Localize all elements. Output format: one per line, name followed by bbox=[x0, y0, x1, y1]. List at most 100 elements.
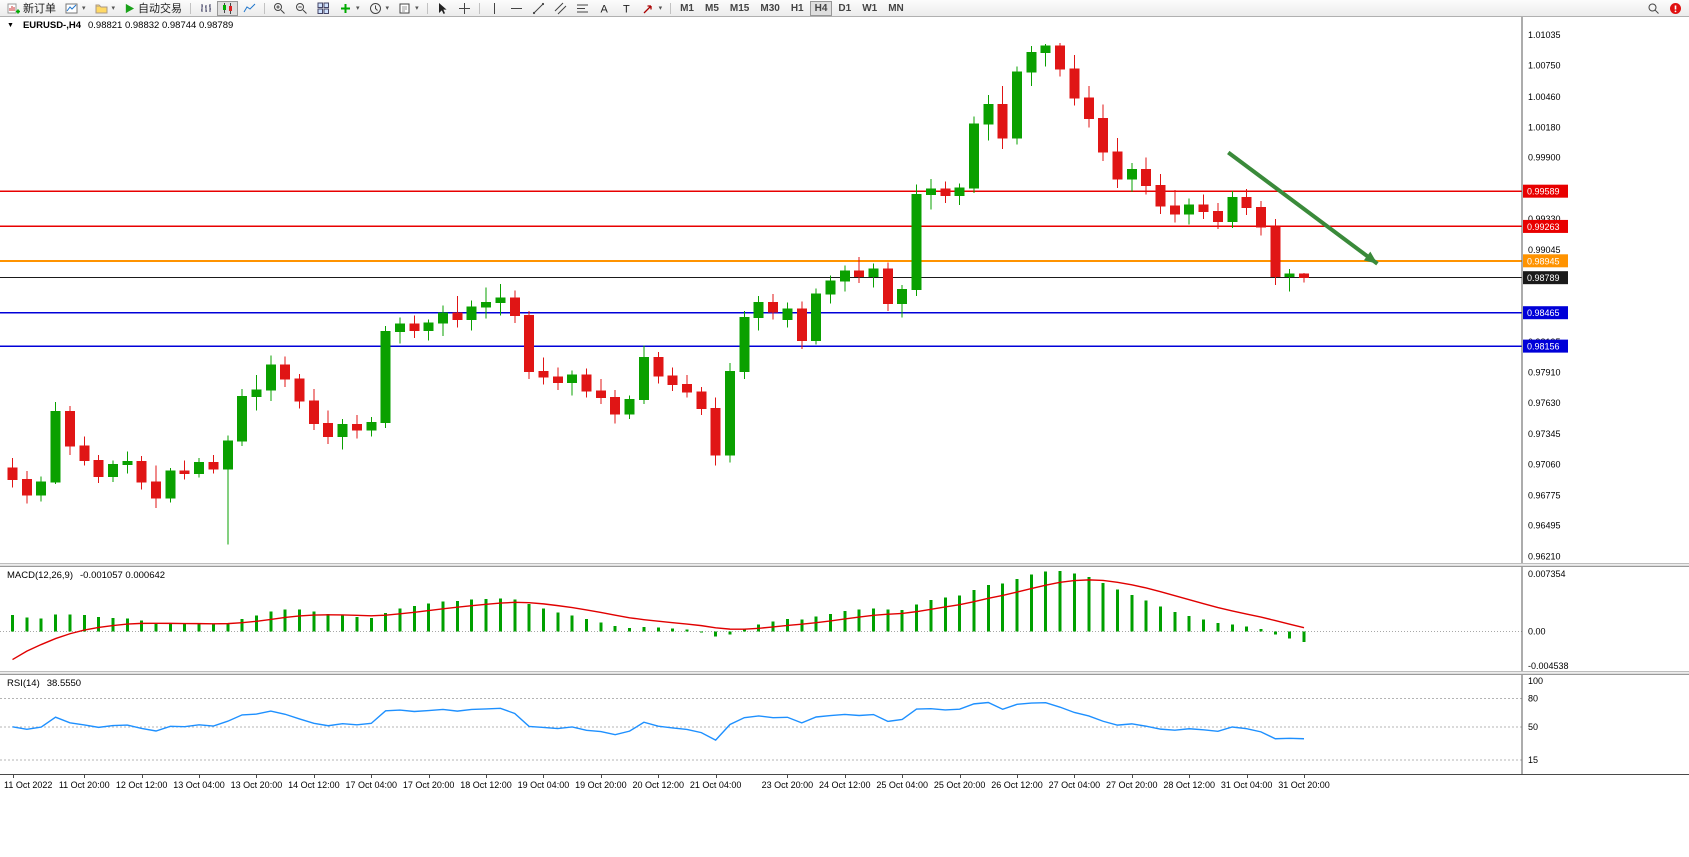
notification-button[interactable] bbox=[1665, 1, 1686, 16]
svg-text:80: 80 bbox=[1528, 694, 1538, 704]
panel-splitter[interactable] bbox=[0, 563, 1689, 567]
svg-text:0.00: 0.00 bbox=[1528, 626, 1546, 636]
search-icon bbox=[1647, 2, 1660, 15]
new-order-button[interactable]: 新订单 bbox=[3, 1, 60, 16]
new-chart-button[interactable]: ▾ bbox=[61, 1, 90, 16]
timeframe-h4-button[interactable]: H4 bbox=[809, 0, 833, 16]
clock-icon bbox=[369, 2, 382, 15]
line-chart-button[interactable] bbox=[239, 1, 260, 16]
indicators-button[interactable]: ▾ bbox=[335, 1, 364, 16]
svg-text:0.98789: 0.98789 bbox=[1527, 273, 1560, 283]
crosshair-icon bbox=[458, 2, 471, 15]
svg-text:0.99900: 0.99900 bbox=[1528, 153, 1561, 163]
svg-text:0.007354: 0.007354 bbox=[1528, 569, 1566, 579]
price-level-labels: 0.99589 0.99263 0.98945 0.98789 0.98465 0.981… bbox=[1523, 184, 1568, 353]
time-tick bbox=[1131, 775, 1133, 778]
time-label: 23 Oct 20:00 bbox=[761, 780, 814, 790]
svg-text:0.98156: 0.98156 bbox=[1527, 342, 1560, 352]
macd-canvas: 0.007354 0.00 -0.004538 bbox=[0, 567, 1569, 671]
time-tick bbox=[600, 775, 602, 778]
vertical-line-button[interactable] bbox=[484, 1, 505, 16]
timeframe-m1-button[interactable]: M1 bbox=[675, 1, 699, 16]
time-tick bbox=[371, 775, 373, 778]
fibonacci-button[interactable] bbox=[572, 1, 593, 16]
time-tick bbox=[256, 775, 258, 778]
time-tick bbox=[715, 775, 717, 778]
svg-text:0.99263: 0.99263 bbox=[1527, 222, 1560, 232]
channel-icon bbox=[554, 2, 567, 15]
time-tick bbox=[1074, 775, 1076, 778]
timeframe-m5-button[interactable]: M5 bbox=[700, 1, 724, 16]
bar-chart-button[interactable] bbox=[195, 1, 216, 16]
time-label: 31 Oct 20:00 bbox=[1278, 780, 1330, 790]
horizontal-line-button[interactable] bbox=[506, 1, 527, 16]
svg-text:0.99045: 0.99045 bbox=[1528, 245, 1561, 255]
arrows-icon bbox=[642, 2, 655, 15]
channel-button[interactable] bbox=[550, 1, 571, 16]
line-chart-icon bbox=[243, 2, 256, 15]
trend-arrow bbox=[1227, 150, 1379, 266]
candlestick-chart-button[interactable] bbox=[217, 0, 239, 16]
svg-text:50: 50 bbox=[1528, 722, 1538, 732]
time-tick bbox=[1304, 775, 1305, 778]
timeframe-m30-button[interactable]: M30 bbox=[755, 1, 784, 16]
svg-text:100: 100 bbox=[1528, 676, 1543, 686]
time-label: 11 Oct 20:00 bbox=[58, 780, 110, 790]
tile-windows-icon bbox=[317, 2, 330, 15]
time-tick bbox=[959, 775, 961, 778]
time-tick bbox=[199, 775, 201, 778]
time-tick bbox=[1189, 775, 1191, 778]
timeframe-d1-button[interactable]: D1 bbox=[833, 1, 856, 16]
arrows-button[interactable]: ▾ bbox=[638, 1, 667, 16]
chevron-down-icon: ▾ bbox=[356, 5, 360, 12]
time-tick bbox=[787, 775, 789, 778]
time-label: 31 Oct 04:00 bbox=[1220, 780, 1273, 790]
time-label: 27 Oct 04:00 bbox=[1048, 780, 1101, 790]
tile-windows-button[interactable] bbox=[313, 1, 334, 16]
timeframe-h1-button[interactable]: H1 bbox=[786, 1, 809, 16]
candlestick-chart-icon bbox=[221, 2, 234, 15]
time-label: 13 Oct 20:00 bbox=[230, 780, 283, 790]
trendline-button[interactable] bbox=[528, 1, 549, 16]
cursor-icon bbox=[436, 2, 449, 15]
zoom-in-icon bbox=[273, 2, 286, 15]
time-tick bbox=[1246, 775, 1248, 778]
time-label: 13 Oct 04:00 bbox=[173, 780, 225, 790]
zoom-out-button[interactable] bbox=[291, 1, 312, 16]
crosshair-button[interactable] bbox=[454, 1, 475, 16]
zoom-in-button[interactable] bbox=[269, 1, 290, 16]
timeframe-m15-button[interactable]: M15 bbox=[725, 1, 754, 16]
timeframe-w1-button[interactable]: W1 bbox=[857, 1, 882, 16]
vertical-line-icon bbox=[488, 2, 501, 15]
time-label: 28 Oct 12:00 bbox=[1163, 780, 1215, 790]
new-chart-icon bbox=[65, 2, 78, 15]
svg-text:0.96210: 0.96210 bbox=[1528, 552, 1561, 562]
cursor-button[interactable] bbox=[432, 1, 453, 16]
text-label-button[interactable]: T bbox=[616, 1, 637, 16]
time-label: 21 Oct 04:00 bbox=[689, 780, 742, 790]
periods-button[interactable]: ▾ bbox=[365, 1, 394, 16]
svg-text:1.00180: 1.00180 bbox=[1528, 122, 1561, 132]
panel-splitter[interactable] bbox=[0, 671, 1689, 675]
svg-text:0.97060: 0.97060 bbox=[1528, 460, 1561, 470]
templates-button[interactable]: ▾ bbox=[394, 1, 423, 16]
fibonacci-icon bbox=[576, 2, 589, 15]
time-tick bbox=[1017, 775, 1018, 778]
zoom-out-icon bbox=[295, 2, 308, 15]
time-tick bbox=[141, 775, 143, 778]
time-label: 17 Oct 04:00 bbox=[345, 780, 398, 790]
time-axis[interactable]: 11 Oct 2022 11 Oct 20:00 12 Oct 12:00 13 Oc… bbox=[0, 774, 1689, 792]
autotrading-button[interactable]: 自动交易 bbox=[120, 1, 186, 16]
time-tick bbox=[658, 775, 660, 778]
toolbar-separator bbox=[478, 2, 480, 14]
time-tick bbox=[428, 775, 430, 778]
bar-chart-icon bbox=[199, 2, 212, 15]
time-label: 19 Oct 04:00 bbox=[517, 780, 570, 790]
time-tick bbox=[12, 775, 14, 778]
rsi-axis-labels: 100 80 50 15 bbox=[1528, 676, 1543, 765]
search-button[interactable] bbox=[1643, 1, 1664, 16]
text-label-icon: T bbox=[620, 2, 633, 15]
timeframe-mn-button[interactable]: MN bbox=[883, 1, 909, 16]
profiles-button[interactable]: ▾ bbox=[91, 1, 120, 16]
text-button[interactable]: A bbox=[594, 1, 615, 16]
